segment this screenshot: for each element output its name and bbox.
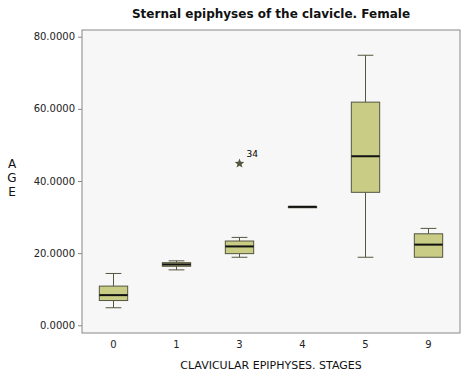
median (99, 294, 127, 296)
upper-whisker (113, 273, 114, 286)
box (162, 263, 190, 267)
flier (235, 158, 245, 167)
x-tick-label: 1 (173, 339, 179, 350)
lower-cap (169, 269, 185, 270)
y-axis-label: AGE (7, 157, 17, 199)
y-axis-label-line: G (7, 171, 16, 185)
lower-whisker (365, 192, 366, 257)
x-tick-label: 5 (362, 339, 368, 350)
y-tick (78, 325, 82, 326)
upper-cap (106, 273, 122, 274)
y-tick-label: 0.0000 (40, 320, 75, 331)
lower-whisker (239, 254, 240, 258)
box (99, 286, 127, 300)
box (288, 207, 316, 208)
upper-whisker (239, 237, 240, 241)
lower-cap (358, 257, 374, 258)
y-tick (78, 109, 82, 110)
median (162, 263, 190, 265)
upper-cap (232, 237, 248, 238)
median (288, 206, 316, 208)
y-tick-label: 20.0000 (34, 248, 75, 259)
box (414, 234, 442, 257)
y-axis-label-line: E (8, 185, 16, 199)
y-axis-label-line: A (8, 157, 17, 171)
y-tick (78, 253, 82, 254)
lower-cap (106, 307, 122, 308)
y-tick-label: 80.0000 (34, 31, 75, 42)
plot-frame (82, 30, 460, 333)
x-tick-label: 9 (425, 339, 431, 350)
y-tick (78, 181, 82, 182)
upper-whisker (365, 55, 366, 102)
median (225, 245, 253, 247)
title: Sternal epiphyses of the clavicle. Femal… (132, 7, 410, 21)
box (225, 241, 253, 254)
marks (99, 55, 442, 308)
median (351, 155, 379, 157)
x-tick-label: 0 (110, 339, 116, 350)
y-tick-label: 60.0000 (34, 103, 75, 114)
lower-cap (232, 257, 248, 258)
lower-whisker (176, 266, 177, 270)
x-axis-label: CLAVICULAR EPIPHYSES. STAGES (180, 359, 361, 372)
upper-cap (169, 260, 185, 261)
upper-whisker (428, 228, 429, 233)
median (414, 244, 442, 246)
x-tick-label: 4 (299, 339, 305, 350)
box (351, 102, 379, 192)
upper-cap (421, 228, 437, 229)
y-tick (78, 37, 82, 38)
upper-cap (358, 55, 374, 56)
lower-whisker (113, 301, 114, 308)
y-tick-label: 40.0000 (34, 176, 75, 187)
x-tick-label: 3 (236, 339, 242, 350)
annotations: 34 (247, 149, 259, 159)
chart: 0.000020.000040.000060.000080.0000013459… (0, 0, 474, 379)
flier-label: 34 (247, 149, 259, 159)
